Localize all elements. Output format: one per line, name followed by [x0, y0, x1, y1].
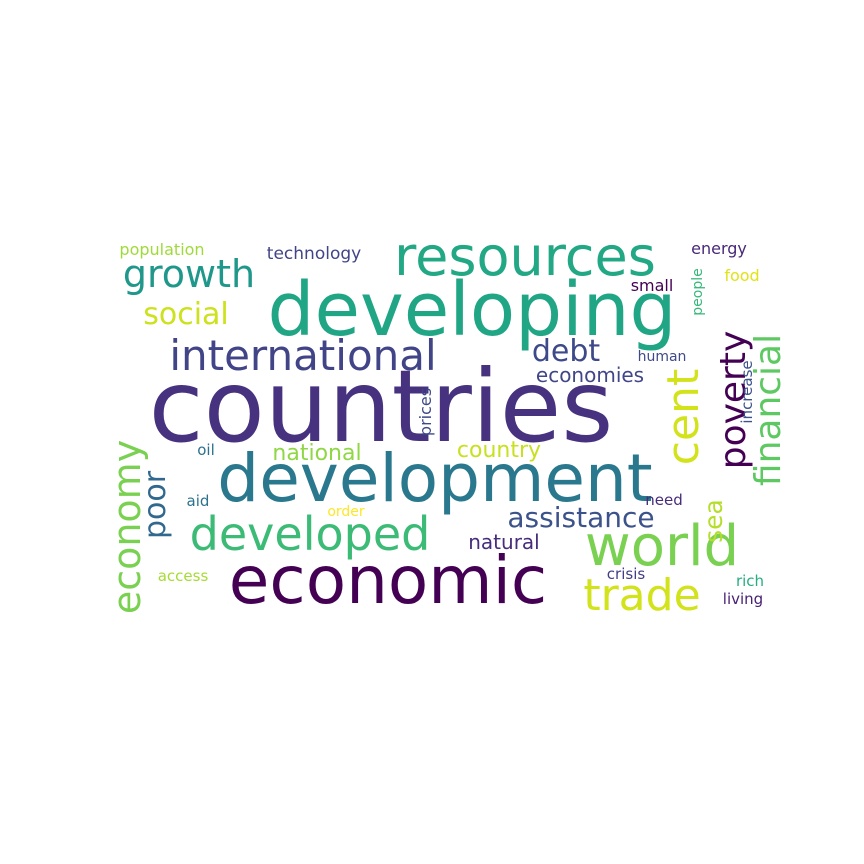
word: poverty: [713, 331, 754, 470]
word: resources: [394, 225, 656, 288]
word: poor: [138, 470, 173, 539]
word: economies: [536, 363, 644, 387]
word: developed: [190, 507, 431, 561]
word: rich: [736, 572, 764, 590]
word: developing: [267, 267, 676, 353]
word: country: [457, 438, 541, 463]
word: order: [327, 504, 365, 520]
word: trade: [583, 570, 700, 621]
word: increase: [738, 360, 756, 423]
word: development: [217, 440, 652, 517]
word: population: [119, 240, 204, 259]
word: world: [585, 514, 739, 579]
word: need: [645, 491, 683, 509]
word: crisis: [607, 565, 646, 583]
word: small: [631, 276, 674, 295]
word: prices: [416, 388, 435, 436]
word: social: [143, 297, 229, 332]
word: food: [724, 266, 759, 285]
word: people: [690, 268, 706, 315]
word: assistance: [507, 501, 654, 534]
word: oil: [197, 441, 215, 459]
word: aid: [187, 492, 210, 510]
word: national: [272, 441, 361, 466]
word: financial: [748, 334, 789, 486]
word: access: [158, 567, 209, 585]
word: economy: [105, 440, 149, 614]
word: countries: [149, 348, 614, 465]
word: economic: [229, 542, 547, 619]
word: growth: [123, 252, 255, 296]
word: energy: [691, 239, 747, 258]
word: technology: [267, 244, 361, 264]
word: human: [638, 349, 687, 365]
word: debt: [532, 334, 601, 369]
word: sea: [699, 499, 728, 543]
word: natural: [468, 530, 539, 554]
word: living: [723, 590, 763, 608]
word: cent: [658, 369, 709, 465]
word: international: [169, 331, 436, 380]
